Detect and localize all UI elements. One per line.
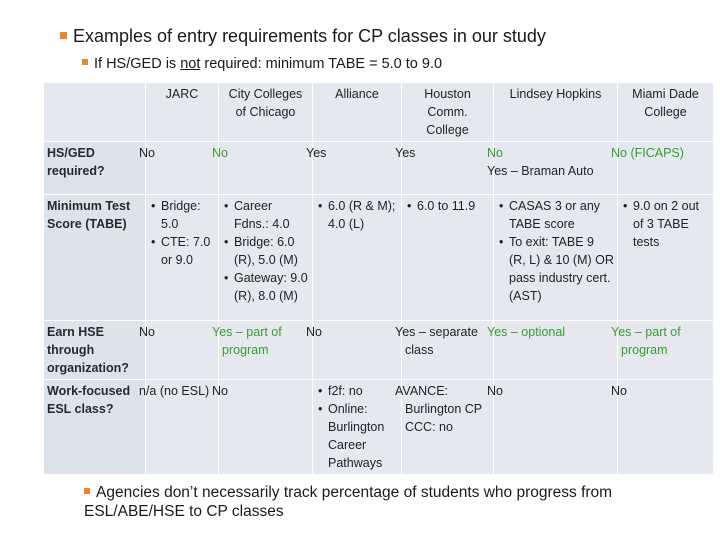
list-item: Gateway: 9.0 (R), 8.0 (M)	[224, 269, 309, 305]
cell-hse-lindsey: Yes – optional	[487, 320, 618, 380]
list-item: 6.0 (R & M); 4.0 (L)	[318, 197, 398, 233]
cell-hse-miami: Yes – part of program	[611, 320, 714, 380]
cell-esl-ccc: No	[212, 379, 313, 475]
cell-esl-alliance: f2f: no Online: Burlington Career Pathwa…	[312, 379, 402, 475]
cell-hse-ccc: Yes – part of program	[212, 320, 313, 380]
row-label-esl: Work-focused ESL class?	[43, 379, 146, 475]
table-row-tabe: Minimum Test Score (TABE) Bridge: 5.0 CT…	[43, 194, 714, 321]
cell-hsged-ccc: No	[212, 141, 313, 195]
list-item: f2f: no	[318, 382, 398, 400]
cell-hsged-lindsey: No Yes – Braman Auto	[487, 141, 618, 195]
cell-hsged-houston: Yes	[395, 141, 494, 195]
list-item: To exit: TABE 9 (R, L) & 10 (M) OR pass …	[499, 233, 614, 305]
cell-esl-miami: No	[611, 379, 714, 475]
slide-heading: Examples of entry requirements for CP cl…	[60, 26, 546, 47]
table-row-hsged: HS/GED required? No No Yes Yes No Yes – …	[43, 141, 714, 195]
list-item: Online: Burlington Career Pathways	[318, 400, 398, 472]
cell-tabe-houston: 6.0 to 11.9	[401, 194, 494, 321]
list-item: 9.0 on 2 out of 3 TABE tests	[623, 197, 710, 251]
footer-note: Agencies don’t necessarily track percent…	[84, 484, 613, 520]
cell-esl-houston: AVANCE: Burlington CP CCC: no	[395, 379, 494, 475]
sub-heading: If HS/GED is not required: minimum TABE …	[82, 56, 442, 72]
cell-hsged-jarc: No	[139, 141, 219, 195]
square-bullet-icon	[82, 59, 88, 66]
list-item: 6.0 to 11.9	[407, 197, 490, 215]
row-label-hse: Earn HSE through organization?	[43, 320, 146, 380]
cell-hse-jarc: No	[139, 320, 219, 380]
col-header-alliance: Alliance	[312, 82, 402, 142]
col-header-lindsey: Lindsey Hopkins	[493, 82, 618, 142]
cell-esl-jarc: n/a (no ESL)	[139, 379, 219, 475]
col-header-jarc: JARC	[145, 82, 219, 142]
col-header-houston: Houston Comm. College	[401, 82, 494, 142]
col-header-miami: Miami Dade College	[617, 82, 714, 142]
row-label-tabe: Minimum Test Score (TABE)	[43, 194, 146, 321]
cell-hsged-miami: No (FICAPS)	[611, 141, 714, 195]
cell-hse-houston: Yes – separate class	[395, 320, 494, 380]
cell-hse-alliance: No	[306, 320, 402, 380]
cell-tabe-miami: 9.0 on 2 out of 3 TABE tests	[617, 194, 714, 321]
col-header-ccc: City Colleges of Chicago	[218, 82, 313, 142]
list-item: Bridge: 6.0 (R), 5.0 (M)	[224, 233, 309, 269]
list-item: Career Fdns.: 4.0	[224, 197, 309, 233]
cell-tabe-jarc: Bridge: 5.0 CTE: 7.0 or 9.0	[145, 194, 219, 321]
table-row-hse: Earn HSE through organization? No Yes – …	[43, 320, 714, 380]
cell-tabe-alliance: 6.0 (R & M); 4.0 (L)	[312, 194, 402, 321]
cell-hsged-lindsey-line2: Yes – Braman Auto	[487, 164, 594, 178]
corner-cell	[43, 82, 146, 142]
list-item: Bridge: 5.0	[151, 197, 215, 233]
row-label-hsged: HS/GED required?	[43, 141, 146, 195]
table-header-row: JARC City Colleges of Chicago Alliance H…	[43, 82, 714, 142]
list-item: CTE: 7.0 or 9.0	[151, 233, 215, 269]
list-item: CASAS 3 or any TABE score	[499, 197, 614, 233]
table-row-esl: Work-focused ESL class? n/a (no ESL) No …	[43, 379, 714, 475]
cell-tabe-ccc: Career Fdns.: 4.0 Bridge: 6.0 (R), 5.0 (…	[218, 194, 313, 321]
cell-hsged-lindsey-line1: No	[487, 146, 503, 160]
cell-hsged-alliance: Yes	[306, 141, 402, 195]
square-bullet-icon	[60, 31, 67, 39]
square-bullet-icon	[84, 487, 90, 494]
cell-esl-lindsey: No	[487, 379, 618, 475]
cell-tabe-lindsey: CASAS 3 or any TABE score To exit: TABE …	[493, 194, 618, 321]
requirements-table: JARC City Colleges of Chicago Alliance H…	[43, 82, 714, 475]
